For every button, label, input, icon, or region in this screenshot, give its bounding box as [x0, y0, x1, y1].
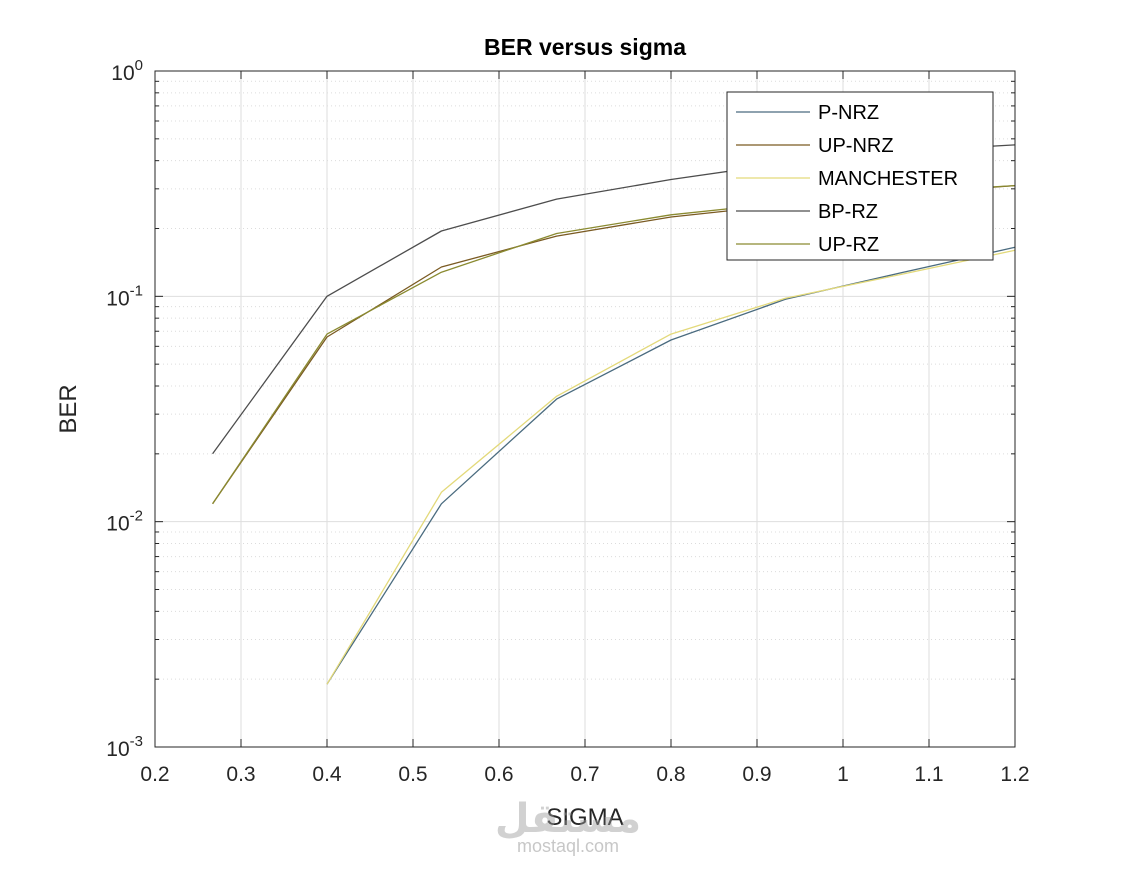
x-tick-label: 0.9: [742, 763, 771, 786]
x-tick-labels: 0.2 0.3 0.4 0.5 0.6 0.7 0.8 0.9 1 1.1 1.2: [140, 763, 1029, 786]
legend-label-manchester: MANCHESTER: [818, 168, 958, 190]
watermark-logo: مستقل: [495, 796, 641, 842]
x-tick-label: 0.3: [226, 763, 255, 786]
series-line-manchester: [326, 249, 1016, 685]
y-tick-label: 10-3: [106, 733, 143, 761]
x-tick-label: 0.5: [398, 763, 427, 786]
watermark: مستقل mostaql.com: [495, 796, 641, 856]
y-tick-label: 10-1: [106, 282, 143, 310]
legend: P-NRZ UP-NRZ MANCHESTER BP-RZ UP-RZ: [726, 91, 994, 261]
legend-label-bp-rz: BP-RZ: [818, 201, 878, 223]
x-tick-label: 1.1: [914, 763, 943, 786]
legend-box: [726, 91, 994, 261]
x-tick-label: 0.2: [140, 763, 169, 786]
x-tick-label: 1.2: [1000, 763, 1029, 786]
x-tick-label: 1: [837, 763, 849, 786]
x-tick-label: 0.7: [570, 763, 599, 786]
y-tick-labels: 100 10-1 10-2 10-3: [106, 57, 143, 761]
series-line-p-nrz: [326, 246, 1016, 685]
legend-label-up-rz: UP-RZ: [818, 234, 879, 256]
legend-entries: P-NRZ UP-NRZ MANCHESTER BP-RZ UP-RZ: [736, 102, 958, 256]
x-tick-label: 0.4: [312, 763, 342, 786]
y-tick-label: 10-2: [106, 508, 143, 536]
x-tick-label: 0.8: [656, 763, 685, 786]
y-axis-title: BER: [55, 384, 82, 433]
x-tick-label: 0.6: [484, 763, 513, 786]
chart-title: BER versus sigma: [484, 34, 686, 60]
tick-marks: [154, 70, 1016, 748]
legend-label-up-nrz: UP-NRZ: [818, 135, 894, 157]
watermark-text: mostaql.com: [517, 836, 619, 856]
x-axis-title: SIGMA: [546, 804, 623, 831]
legend-label-p-nrz: P-NRZ: [818, 102, 879, 124]
y-tick-label: 100: [111, 57, 143, 85]
